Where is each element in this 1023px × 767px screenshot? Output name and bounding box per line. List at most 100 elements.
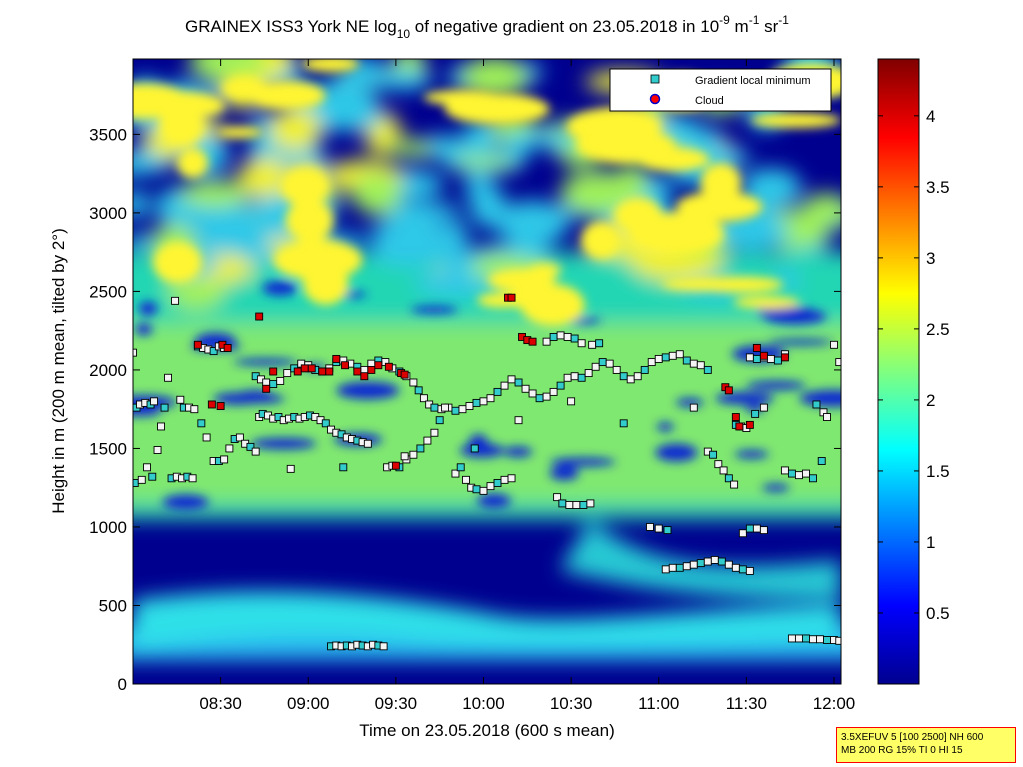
- field-patch: [268, 107, 322, 151]
- gradient-minimum-marker: [714, 460, 723, 469]
- cloud-marker: [780, 353, 789, 362]
- heatmap-field: [133, 59, 841, 684]
- gradient-minimum-marker: [752, 354, 761, 363]
- gradient-minimum-marker: [647, 358, 656, 367]
- x-tick-label: 09:30: [375, 694, 418, 713]
- field-patch: [470, 184, 506, 228]
- cloud-marker: [752, 343, 761, 352]
- gradient-minimum-marker: [835, 636, 841, 645]
- gradient-minimum-marker: [507, 375, 516, 384]
- field-streak: [734, 450, 769, 459]
- marker-layer: [133, 293, 841, 651]
- y-tick-label: 2000: [89, 361, 127, 380]
- gradient-minimum-marker: [709, 450, 718, 459]
- gradient-minimum-marker: [133, 479, 139, 487]
- gradient-minimum-marker: [654, 524, 663, 533]
- gradient-minimum-marker: [160, 403, 169, 412]
- gradient-minimum-marker: [472, 485, 481, 494]
- gradient-minimum-marker: [528, 389, 537, 398]
- gradient-minimum-marker: [696, 559, 705, 568]
- field-patch: [453, 155, 517, 169]
- field-streak: [656, 422, 674, 432]
- cloud-marker: [759, 351, 768, 360]
- colorbar: 0.5 1 1.5 2 2.5 3 3.5 4: [877, 58, 950, 685]
- gradient-minimum-marker: [570, 334, 579, 343]
- colorbar-gradient: [877, 58, 920, 685]
- gradient-minimum-marker: [719, 466, 728, 475]
- gradient-minimum-marker: [440, 403, 449, 412]
- cloud-marker: [528, 337, 537, 346]
- gradient-minimum-marker: [514, 416, 523, 425]
- gradient-minimum-marker: [435, 416, 444, 425]
- gradient-minimum-marker: [759, 526, 768, 535]
- field-streak: [715, 391, 775, 405]
- gradient-minimum-marker: [500, 475, 509, 484]
- field-bright-patch: [302, 263, 349, 306]
- gradient-minimum-marker: [584, 369, 593, 378]
- legend: Gradient local minimum Cloud: [609, 68, 832, 112]
- gradient-minimum-marker: [626, 375, 635, 384]
- gradient-minimum-marker: [577, 373, 586, 382]
- field-bright-patch: [636, 147, 710, 172]
- cloud-marker: [307, 364, 316, 373]
- field-patch: [460, 59, 528, 98]
- gradient-minimum-marker: [619, 372, 628, 381]
- cloud-marker: [400, 370, 409, 379]
- field-patch: [320, 99, 383, 132]
- y-axis-label: Height in m (200 m mean, tilted by 2°): [49, 228, 68, 514]
- gradient-minimum-marker: [794, 634, 803, 643]
- gradient-minimum-marker: [470, 444, 479, 453]
- gradient-minimum-marker: [197, 419, 206, 428]
- gradient-minimum-marker: [682, 562, 691, 571]
- gradient-minimum-marker: [752, 524, 761, 533]
- gradient-minimum-marker: [246, 442, 255, 451]
- gradient-minimum-marker: [794, 471, 803, 480]
- gradient-minimum-marker: [830, 340, 838, 349]
- gradient-minimum-marker: [542, 392, 551, 401]
- gradient-minimum-marker: [619, 419, 628, 428]
- field-streak: [549, 457, 616, 467]
- x-tick-label: 11:00: [638, 694, 679, 713]
- gradient-minimum-marker: [423, 436, 432, 445]
- gradient-minimum-marker: [661, 565, 670, 574]
- cloud-marker: [332, 354, 341, 363]
- gradient-minimum-marker: [500, 381, 509, 390]
- gradient-minimum-marker: [675, 563, 684, 572]
- gradient-minimum-marker: [493, 387, 502, 396]
- gradient-minimum-marker: [164, 373, 172, 382]
- field-bright-patch: [693, 276, 784, 293]
- cloud-marker: [325, 367, 334, 376]
- field-bright-patch: [285, 198, 334, 243]
- gradient-minimum-marker: [556, 331, 565, 340]
- gradient-minimum-marker: [190, 405, 199, 414]
- gradient-minimum-marker: [612, 365, 621, 374]
- legend-marker-gradient-minimum: [650, 74, 660, 84]
- settings-info-box: 3.5XEFUV 5 [100 2500] NH 600 MB 200 RG 1…: [836, 727, 1016, 763]
- gradient-minimum-marker: [225, 444, 234, 453]
- gradient-minimum-marker: [276, 376, 285, 385]
- x-tick-label: 08:30: [199, 694, 242, 713]
- cloud-marker: [353, 367, 362, 376]
- y-tick-label: 3000: [89, 204, 127, 223]
- field-patch: [516, 131, 586, 147]
- gradient-minimum-marker: [787, 634, 796, 643]
- gradient-minimum-marker: [663, 526, 672, 535]
- cloud-marker: [341, 361, 349, 370]
- gradient-minimum-marker: [689, 560, 698, 569]
- gradient-minimum-marker: [595, 339, 604, 348]
- gradient-minimum-marker: [202, 433, 211, 442]
- colorbar-tick-label: 3.5: [926, 178, 950, 197]
- gradient-minimum-marker: [745, 353, 754, 362]
- gradient-minimum-marker: [558, 499, 567, 508]
- gradient-minimum-marker: [598, 358, 607, 367]
- field-bright-patch: [733, 296, 801, 309]
- gradient-minimum-marker: [738, 529, 747, 538]
- gradient-minimum-marker: [689, 359, 698, 368]
- gradient-minimum-marker: [816, 635, 824, 644]
- gradient-minimum-marker: [486, 394, 495, 403]
- field-streak: [336, 381, 400, 400]
- gradient-minimum-marker: [553, 493, 562, 502]
- y-tick-label: 1500: [89, 439, 127, 458]
- field-streak: [763, 308, 827, 325]
- gradient-minimum-marker: [363, 439, 372, 448]
